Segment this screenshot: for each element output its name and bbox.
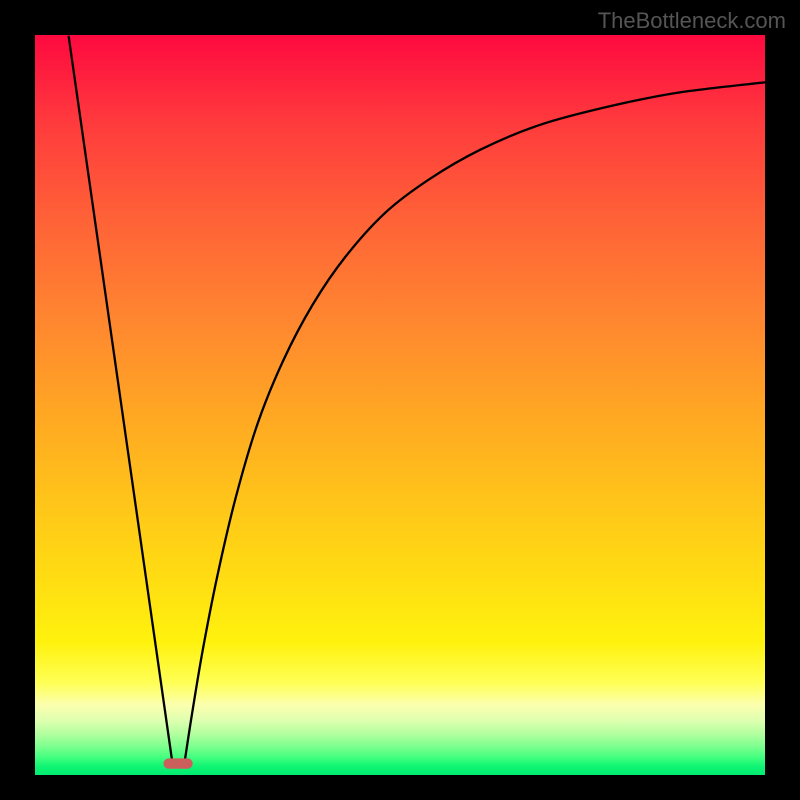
optimal-point-marker <box>163 758 192 768</box>
watermark-text: TheBottleneck.com <box>598 8 786 34</box>
chart-gradient-bg <box>35 35 765 775</box>
chart-container: { "watermark": { "text": "TheBottleneck.… <box>0 0 800 800</box>
bottleneck-chart <box>0 0 800 800</box>
